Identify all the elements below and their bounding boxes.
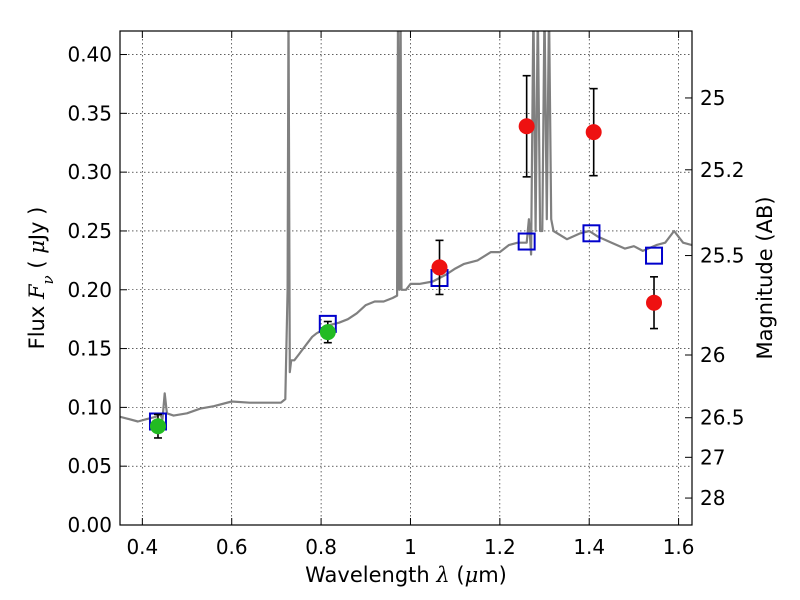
observed-flux-point — [647, 295, 662, 310]
x-tick-label: 0.4 — [126, 535, 158, 559]
right-tick-label: 25.2 — [700, 158, 745, 182]
sed-chart: 0.4 0.6 0.8 1 1.2 1.4 1.6 0.00 0.05 0.10 0.15 0.20 0… — [0, 0, 800, 600]
x-tick-label: 1 — [404, 535, 417, 559]
right-axis-label: Magnitude (AB) — [753, 196, 777, 359]
observed-flux-point — [432, 260, 447, 275]
y-tick-label: 0.10 — [67, 395, 112, 419]
axis-ticks: 0.4 0.6 0.8 1 1.2 1.4 1.6 0.00 0.05 0.10 0.15 0.20 0… — [67, 31, 744, 559]
y-tick-label: 0.20 — [67, 278, 112, 302]
y-tick-label: 0.25 — [67, 219, 112, 243]
right-tick-label: 28 — [700, 486, 725, 510]
y-tick-label: 0.15 — [67, 337, 112, 361]
y-axis-label: Flux Fν ( μJy ) — [25, 207, 57, 350]
x-tick-label: 0.6 — [216, 535, 248, 559]
x-tick-label: 1.4 — [573, 535, 605, 559]
observed-flux-point — [320, 325, 335, 340]
right-tick-label: 25.5 — [700, 244, 745, 268]
right-tick-label: 25 — [700, 86, 725, 110]
x-tick-label: 0.8 — [305, 535, 337, 559]
right-tick-label: 27 — [700, 445, 725, 469]
y-tick-label: 0.40 — [67, 43, 112, 67]
y-tick-label: 0.30 — [67, 160, 112, 184]
y-tick-label: 0.35 — [67, 101, 112, 125]
grid-lines — [120, 31, 692, 525]
observed-flux-point — [519, 119, 534, 134]
model-photometry-square — [646, 248, 662, 264]
y-tick-label: 0.00 — [67, 513, 112, 537]
x-axis-label: Wavelength λ (μm) — [305, 563, 507, 587]
plot-frame — [120, 31, 692, 525]
spectrum-line — [120, 8, 692, 422]
observed-flux-point — [150, 419, 165, 434]
right-tick-label: 26.5 — [700, 406, 745, 430]
x-tick-label: 1.6 — [663, 535, 695, 559]
y-tick-label: 0.05 — [67, 454, 112, 478]
data-markers — [150, 76, 662, 438]
observed-flux-point — [586, 125, 601, 140]
x-tick-label: 1.2 — [484, 535, 516, 559]
right-tick-label: 26 — [700, 343, 725, 367]
